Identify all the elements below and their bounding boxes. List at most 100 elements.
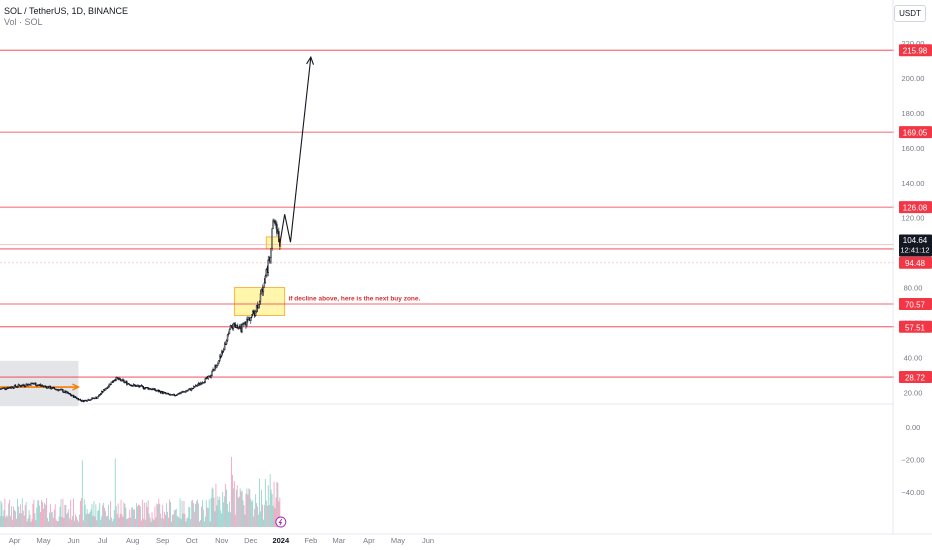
volume-bar — [207, 507, 209, 527]
volume-bar — [187, 517, 189, 527]
candle-body — [107, 385, 110, 389]
volume-bar — [238, 496, 240, 527]
volume-bar — [267, 485, 269, 527]
candle-body — [203, 381, 206, 384]
volume-bar — [97, 511, 99, 527]
volume-bar — [12, 519, 13, 527]
candle — [243, 322, 245, 326]
candle — [142, 386, 145, 390]
candle — [164, 392, 167, 395]
volume-bar — [117, 503, 119, 527]
last-price-tag — [899, 234, 932, 257]
price-tick-label: 200.00 — [902, 74, 925, 83]
volume-bar — [174, 510, 176, 527]
chart-symbol-title[interactable]: SOL / TetherUS, 1D, BINANCE — [4, 6, 129, 16]
candle-body — [104, 388, 107, 391]
currency-button[interactable]: USDT — [894, 5, 926, 22]
volume-bar — [255, 494, 257, 527]
volume-bar — [125, 507, 127, 527]
volume-bar — [189, 507, 191, 527]
volume-bar — [10, 516, 12, 527]
candle-body — [278, 231, 280, 243]
volume-bar — [85, 514, 87, 527]
candle-body — [264, 275, 267, 284]
candle-body — [110, 381, 113, 385]
volume-bar — [6, 515, 8, 527]
candle-body — [262, 286, 265, 293]
volume-bar — [185, 521, 187, 527]
volume-bar — [4, 498, 6, 527]
candle — [35, 382, 37, 386]
candle-body — [210, 375, 212, 378]
candle — [203, 381, 206, 384]
candle-body — [20, 385, 23, 388]
candle-body — [257, 304, 260, 309]
candle-body — [188, 389, 190, 391]
candle — [75, 397, 78, 400]
volume-bar — [182, 513, 184, 527]
candle-body — [133, 384, 136, 386]
candle-body — [63, 391, 65, 394]
volume-bar — [249, 489, 251, 527]
volume-bar — [145, 502, 147, 527]
volume-bar — [107, 515, 108, 527]
volume-bar — [221, 513, 223, 527]
volume-bar — [271, 494, 273, 527]
level-tag-70.57 — [899, 298, 932, 311]
time-tick-label: Aug — [126, 536, 139, 545]
volume-bar — [41, 499, 43, 527]
volume-bar — [251, 501, 253, 527]
candle — [24, 385, 26, 388]
candle-body — [269, 256, 271, 262]
volume-bar — [219, 496, 221, 527]
volume-indicator-label[interactable]: Vol · SOL — [4, 17, 43, 27]
candle-body — [142, 386, 145, 389]
candle-body — [143, 388, 145, 390]
volume-bar — [59, 506, 61, 527]
range-arrowhead — [72, 383, 80, 391]
volume-bar — [65, 504, 67, 527]
volume-bar — [62, 498, 64, 527]
candle — [149, 388, 151, 390]
volume-bar — [131, 507, 133, 527]
volume-bar — [168, 517, 169, 527]
volume-bar — [273, 481, 275, 527]
volume-bar — [258, 514, 259, 527]
candle — [269, 256, 271, 264]
volume-bar — [226, 489, 227, 527]
candle-body — [180, 392, 182, 394]
volume-bar — [167, 511, 168, 527]
candle-body — [164, 392, 167, 394]
volume-bar — [201, 500, 203, 527]
volume-bar — [179, 498, 181, 527]
volume-bar — [76, 516, 77, 527]
candle-body — [238, 327, 240, 329]
candle — [264, 274, 267, 284]
volume-bar — [227, 504, 228, 527]
candle-body — [214, 365, 216, 371]
volume-bar — [135, 518, 136, 527]
candle — [254, 309, 257, 317]
candle-body — [274, 220, 276, 224]
candle — [188, 388, 190, 391]
candle-body — [246, 319, 248, 326]
projection-arrowhead — [306, 55, 315, 65]
volume-bar — [245, 493, 247, 527]
volume-bar — [250, 498, 252, 527]
candle — [141, 385, 144, 388]
volume-bar — [92, 515, 94, 527]
candle — [222, 347, 225, 353]
volume-bar — [134, 509, 135, 527]
volume-bar — [175, 508, 177, 527]
volume-bar — [157, 504, 159, 527]
volume-bar — [256, 503, 257, 527]
candle — [246, 317, 248, 328]
candle — [133, 384, 136, 387]
time-tick-label: Mar — [332, 536, 345, 545]
volume-bar — [36, 507, 38, 527]
candle — [112, 380, 114, 384]
volume-bar — [141, 499, 143, 527]
volume-bar — [269, 474, 271, 527]
volume-bar — [263, 504, 265, 527]
